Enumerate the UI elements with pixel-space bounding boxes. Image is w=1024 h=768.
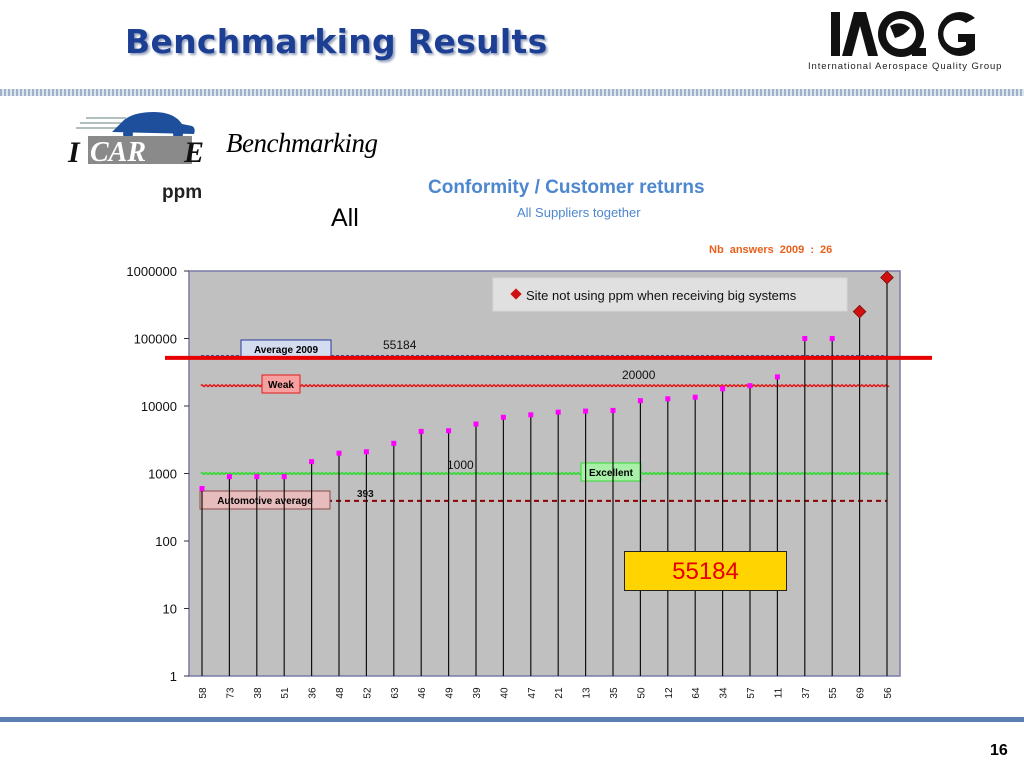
reference-name: Average 2009 [254, 345, 319, 356]
x-tick-label: 46 [417, 687, 428, 699]
data-point [637, 398, 643, 404]
unit-label: ppm [162, 182, 203, 203]
x-tick-label: 63 [390, 687, 401, 699]
x-tick-label: 50 [636, 687, 647, 699]
data-point [281, 474, 287, 480]
y-tick-label: 100 [155, 534, 177, 549]
data-point [528, 412, 534, 418]
x-tick-label: 35 [609, 687, 620, 699]
chart-subtitle: All Suppliers together [517, 205, 641, 220]
data-point [829, 336, 835, 341]
reference-line [200, 384, 890, 388]
reference-tag [261, 374, 301, 394]
header-divider [0, 89, 1024, 96]
data-point [880, 270, 894, 285]
x-tick-label: 55 [828, 687, 839, 699]
reference-line [200, 471, 890, 476]
x-tick-label: 34 [719, 687, 730, 699]
legend-box [492, 277, 848, 312]
data-point [610, 407, 616, 413]
x-tick-label: 49 [445, 687, 456, 699]
data-point [418, 428, 424, 434]
data-point [500, 414, 506, 420]
reference-value: 55184 [383, 338, 417, 352]
data-point [473, 421, 479, 427]
x-tick-label: 64 [691, 687, 702, 699]
reference-value: 20000 [622, 368, 656, 382]
data-point [199, 485, 205, 491]
x-tick-label: 57 [746, 687, 757, 699]
x-tick-label: 21 [554, 687, 565, 699]
x-tick-label: 12 [664, 687, 675, 699]
svg-text:I: I [67, 136, 81, 168]
legend-label: Site not using ppm when receiving big sy… [526, 288, 797, 303]
y-tick-label: 100000 [134, 332, 177, 347]
reference-value: 393 [357, 489, 374, 500]
x-tick-label: 69 [856, 687, 867, 699]
data-point [747, 383, 753, 389]
x-tick-label: 36 [308, 687, 319, 699]
footer-divider [0, 717, 1024, 722]
svg-text:CAR: CAR [90, 137, 146, 168]
slide-title: Benchmarking Results [125, 22, 548, 61]
icare-benchmarking-label: Benchmarking [226, 128, 378, 158]
x-tick-label: 38 [253, 687, 264, 699]
x-tick-label: 11 [773, 687, 784, 698]
data-point [774, 374, 780, 380]
y-tick-label: 1 [170, 669, 177, 684]
chart-title: Conformity / Customer returns [428, 177, 705, 198]
group-label: All [331, 204, 359, 232]
svg-text:E: E [183, 136, 204, 168]
data-point [336, 450, 342, 456]
x-tick-label: 58 [198, 687, 209, 699]
y-tick-label: 10000 [141, 399, 177, 414]
data-point [852, 304, 867, 319]
highlight-value-box: 55184 [624, 551, 787, 591]
reference-name: Weak [268, 380, 294, 391]
data-point [309, 459, 315, 465]
page-number: 16 [990, 742, 1008, 759]
icare-logo: I CAR E [67, 112, 204, 168]
y-tick-label: 10 [163, 602, 177, 617]
data-point [692, 394, 698, 400]
x-tick-label: 47 [527, 687, 538, 699]
x-tick-label: 40 [499, 687, 510, 699]
x-tick-label: 51 [280, 687, 291, 699]
reference-value: 1000 [447, 458, 474, 472]
data-point [446, 428, 452, 434]
x-tick-label: 39 [472, 687, 483, 699]
x-tick-label: 73 [225, 687, 236, 699]
data-point [665, 396, 671, 402]
reference-name: Automotive average [217, 496, 313, 507]
logo-tagline: International Aerospace Quality Group [808, 61, 1003, 72]
x-tick-label: 37 [801, 687, 812, 699]
y-tick-label: 1000000 [126, 264, 177, 279]
x-tick-label: 48 [335, 687, 346, 699]
answers-count-note: Nb answers 2009 : 26 [709, 244, 833, 256]
x-tick-label: 52 [362, 687, 373, 699]
data-point [720, 386, 726, 392]
legend-marker [510, 288, 522, 300]
iaqg-logo [831, 11, 975, 57]
data-point [254, 474, 260, 480]
data-point [226, 474, 232, 480]
reference-tag [199, 490, 331, 510]
x-tick-label: 13 [582, 687, 593, 699]
data-point [555, 409, 561, 415]
data-point [363, 449, 369, 455]
data-point [583, 408, 589, 414]
y-tick-label: 1000 [148, 467, 177, 482]
reference-name: Excellent [589, 468, 634, 479]
data-point [802, 336, 808, 341]
data-point [391, 440, 397, 446]
x-tick-label: 56 [883, 687, 894, 699]
